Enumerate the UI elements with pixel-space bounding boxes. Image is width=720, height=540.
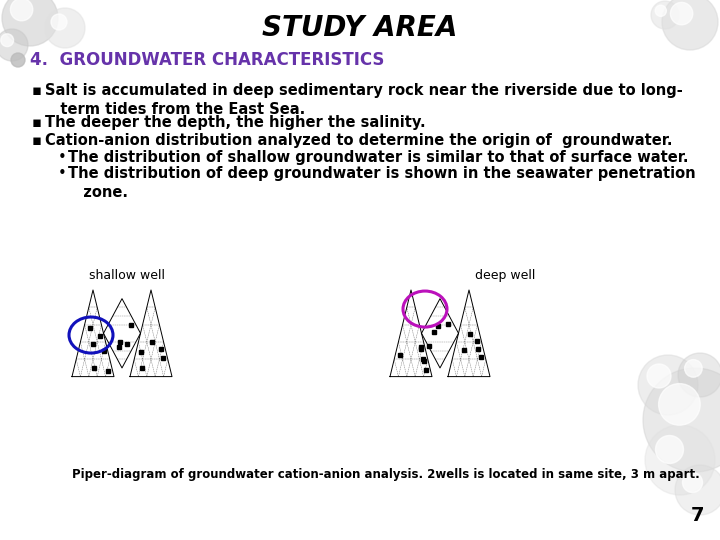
- Circle shape: [2, 0, 58, 46]
- Circle shape: [645, 425, 715, 495]
- Text: Salt is accumulated in deep sedimentary rock near the riverside due to long-
   : Salt is accumulated in deep sedimentary …: [45, 83, 683, 117]
- Text: 7: 7: [691, 506, 705, 525]
- Circle shape: [655, 435, 683, 463]
- Circle shape: [638, 355, 698, 415]
- Text: •: •: [58, 150, 67, 165]
- Circle shape: [683, 472, 703, 492]
- Text: Piper-diagram of groundwater cation-anion analysis. 2wells is located in same si: Piper-diagram of groundwater cation-anio…: [72, 468, 700, 481]
- Circle shape: [651, 1, 679, 29]
- Circle shape: [675, 465, 720, 515]
- Circle shape: [45, 8, 85, 48]
- Text: STUDY AREA: STUDY AREA: [262, 14, 458, 42]
- Text: The distribution of deep groundwater is shown in the seawater penetration
   zon: The distribution of deep groundwater is …: [68, 166, 696, 200]
- Text: ▪: ▪: [32, 115, 42, 130]
- Circle shape: [1, 34, 14, 46]
- Circle shape: [51, 14, 67, 30]
- Text: ▪: ▪: [32, 83, 42, 98]
- Text: deep well: deep well: [474, 269, 535, 282]
- Text: 4.  GROUNDWATER CHARACTERISTICS: 4. GROUNDWATER CHARACTERISTICS: [30, 51, 384, 69]
- Circle shape: [0, 29, 28, 61]
- Text: shallow well: shallow well: [89, 269, 165, 282]
- Circle shape: [678, 353, 720, 397]
- Text: Cation-anion distribution analyzed to determine the origin of  groundwater.: Cation-anion distribution analyzed to de…: [45, 133, 672, 148]
- Circle shape: [643, 368, 720, 472]
- Text: The deeper the depth, the higher the salinity.: The deeper the depth, the higher the sal…: [45, 115, 426, 130]
- Text: The distribution of shallow groundwater is similar to that of surface water.: The distribution of shallow groundwater …: [68, 150, 688, 165]
- Circle shape: [659, 383, 700, 425]
- Circle shape: [655, 5, 667, 16]
- Circle shape: [662, 0, 718, 50]
- Circle shape: [647, 364, 671, 388]
- Circle shape: [10, 0, 33, 21]
- Circle shape: [11, 53, 25, 67]
- Circle shape: [685, 360, 702, 377]
- Text: ▪: ▪: [32, 133, 42, 148]
- Circle shape: [670, 2, 693, 25]
- Text: •: •: [58, 166, 67, 181]
